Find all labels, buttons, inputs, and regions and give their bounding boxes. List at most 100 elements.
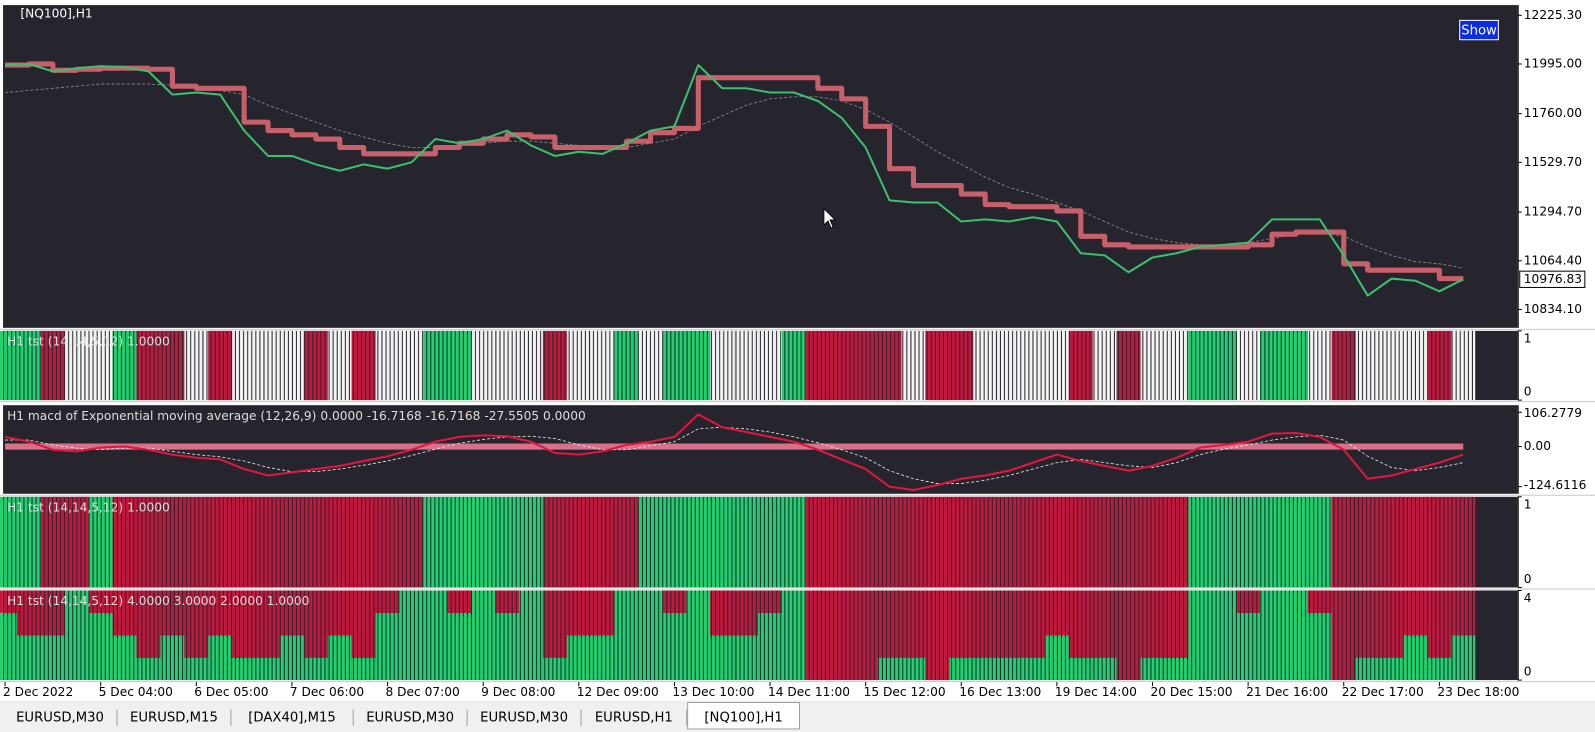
x-tick-label: 21 Dec 16:00 (1246, 685, 1328, 699)
state-bar (1116, 496, 1141, 588)
x-tick-label: 8 Dec 07:00 (386, 685, 460, 699)
state-bar (279, 496, 304, 588)
state-bar (997, 657, 1022, 681)
state-bar (781, 496, 806, 588)
state-bar (542, 330, 567, 401)
show-button-label[interactable]: Show (1461, 24, 1497, 39)
state-bar (1236, 330, 1261, 401)
state-bar (758, 496, 782, 588)
state-bar (136, 590, 161, 658)
state-bar (805, 590, 830, 681)
tab[interactable] (231, 705, 353, 728)
tab-label[interactable]: [NQ100],H1 (704, 711, 782, 726)
x-tick-label: 12 Dec 09:00 (577, 685, 659, 699)
state-bar (232, 330, 257, 401)
state-bar (1331, 590, 1356, 681)
tab[interactable] (4, 705, 116, 728)
state-bar (614, 496, 639, 588)
state-bar (327, 590, 352, 636)
state-bar (638, 330, 663, 401)
state-bar (949, 330, 974, 401)
tab-label[interactable]: [DAX40],M15 (248, 711, 336, 726)
state-bar (805, 496, 830, 588)
state-bar (1212, 590, 1237, 681)
state-bar (1164, 657, 1189, 681)
tab-label[interactable]: EURUSD,M30 (16, 711, 104, 726)
state-bar (136, 330, 161, 401)
tab[interactable] (354, 705, 467, 728)
state-bar (1403, 590, 1428, 636)
state-bar (1283, 330, 1308, 401)
state-bar (136, 496, 161, 588)
state-bar (519, 496, 543, 588)
tab-label[interactable]: EURUSD,M30 (480, 711, 568, 726)
state-bar (638, 590, 663, 681)
state-bar (1427, 496, 1452, 588)
tab-label[interactable]: EURUSD,H1 (595, 711, 673, 726)
state-bar (136, 657, 161, 681)
x-tick-label: 7 Dec 06:00 (290, 685, 364, 699)
y-tick-label: 11995.00 (1524, 56, 1582, 70)
state-bar (1307, 330, 1332, 401)
state-bar (64, 330, 89, 401)
state-bar (495, 590, 520, 613)
state-bar (160, 330, 185, 401)
data-line (4, 413, 1464, 492)
chart-label: [NQ100],H1 (20, 7, 92, 21)
state-bar (1331, 330, 1356, 401)
state-bar (447, 496, 472, 588)
state-bar (1092, 330, 1117, 401)
state-bar (40, 635, 65, 681)
state-bar (1092, 590, 1117, 658)
state-bar (781, 330, 806, 401)
state-bar (877, 496, 902, 588)
tab-label[interactable]: EURUSD,M15 (130, 711, 218, 726)
tab-label[interactable]: EURUSD,M30 (366, 711, 454, 726)
x-tick-label: 2 Dec 2022 (3, 685, 73, 699)
show-button[interactable] (1459, 19, 1499, 41)
state-bar (303, 330, 328, 401)
tab[interactable] (117, 705, 230, 728)
pane-title: H1 macd of Exponential moving average (1… (7, 409, 586, 423)
state-bar (1140, 657, 1165, 681)
state-bar (1307, 590, 1332, 613)
x-tick-label: 13 Dec 10:00 (672, 685, 754, 699)
state-bar (1451, 590, 1476, 636)
state-bar (1379, 496, 1404, 588)
state-bar (351, 657, 376, 681)
state-bar (375, 496, 400, 588)
state-bar (734, 496, 759, 588)
state-bar (1164, 496, 1189, 588)
state-bar (375, 612, 400, 681)
state-bar (1092, 496, 1117, 588)
y-tick-label: 11529.70 (1524, 155, 1582, 169)
state-bar (1355, 330, 1380, 401)
tab[interactable] (468, 705, 581, 728)
state-bar (901, 590, 926, 658)
x-tick-label: 15 Dec 12:00 (864, 685, 946, 699)
state-bar (0, 496, 18, 588)
state-bar (1355, 590, 1380, 658)
x-tick-label: 9 Dec 08:00 (481, 685, 555, 699)
state-bar (829, 590, 854, 681)
state-bar (1164, 330, 1189, 401)
tab[interactable] (582, 705, 686, 728)
tab[interactable] (687, 701, 801, 730)
state-bar (1140, 330, 1165, 401)
state-bar (40, 330, 65, 401)
state-bar (17, 330, 41, 401)
state-bar (1260, 496, 1284, 588)
state-bar (40, 590, 65, 636)
y-tick-label: 10834.10 (1524, 302, 1582, 316)
state-bar (949, 590, 974, 658)
state-bar (1403, 635, 1428, 681)
state-bar (1021, 330, 1045, 401)
state-bar (781, 590, 806, 681)
state-bar (495, 330, 520, 401)
x-tick-label: 14 Dec 11:00 (768, 685, 850, 699)
state-bar (232, 590, 257, 658)
state-bar (64, 590, 89, 681)
state-bar (1451, 330, 1476, 401)
state-bar (160, 496, 185, 588)
